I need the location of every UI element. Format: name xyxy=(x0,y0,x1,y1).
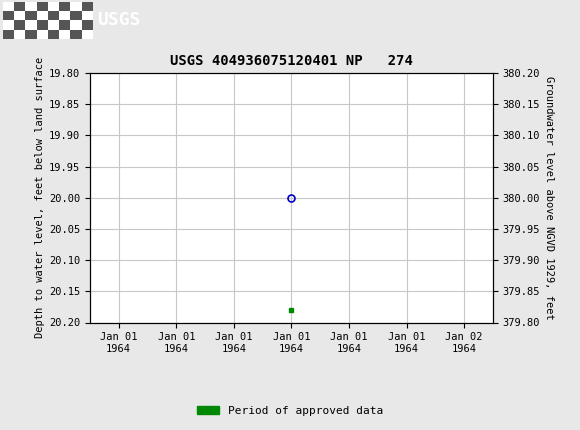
Text: USGS: USGS xyxy=(97,12,141,29)
Title: USGS 404936075120401 NP   274: USGS 404936075120401 NP 274 xyxy=(170,54,413,68)
Bar xyxy=(59,20,70,30)
Bar xyxy=(48,11,59,20)
Bar xyxy=(70,30,82,39)
Bar xyxy=(26,30,37,39)
Bar xyxy=(14,2,26,11)
Bar xyxy=(70,11,82,20)
Y-axis label: Depth to water level, feet below land surface: Depth to water level, feet below land su… xyxy=(35,57,45,338)
Y-axis label: Groundwater level above NGVD 1929, feet: Groundwater level above NGVD 1929, feet xyxy=(545,76,554,319)
Bar xyxy=(14,20,26,30)
Bar xyxy=(37,2,48,11)
Legend: Period of approved data: Period of approved data xyxy=(193,401,387,420)
Bar xyxy=(26,11,37,20)
Bar xyxy=(59,2,70,11)
Bar xyxy=(82,2,93,11)
Bar xyxy=(3,2,93,39)
Bar xyxy=(3,11,14,20)
Bar xyxy=(3,30,14,39)
Bar xyxy=(37,20,48,30)
Bar xyxy=(48,30,59,39)
Bar xyxy=(82,20,93,30)
